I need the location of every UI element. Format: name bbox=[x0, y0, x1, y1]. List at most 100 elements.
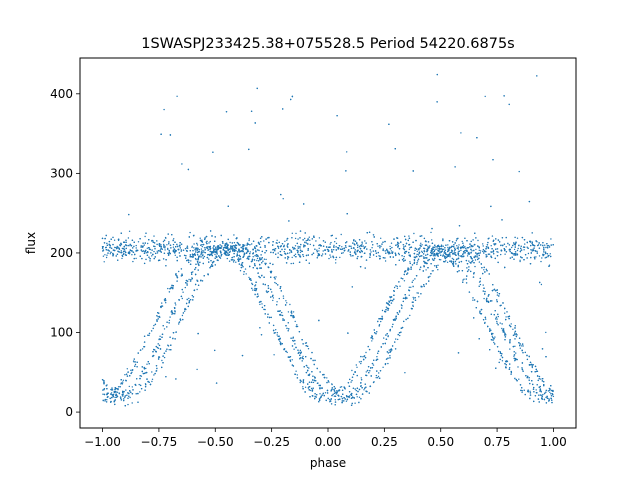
data-point bbox=[279, 340, 281, 343]
data-point bbox=[257, 295, 259, 297]
data-point bbox=[521, 367, 523, 369]
data-point bbox=[124, 395, 127, 397]
data-point bbox=[389, 245, 391, 248]
data-point bbox=[322, 245, 325, 247]
data-point bbox=[321, 253, 324, 255]
data-point bbox=[238, 254, 241, 257]
data-point bbox=[510, 323, 512, 325]
data-point bbox=[263, 308, 265, 311]
data-point bbox=[412, 279, 414, 282]
data-point bbox=[295, 232, 297, 235]
data-point bbox=[457, 251, 459, 253]
data-point bbox=[447, 246, 449, 249]
data-point bbox=[188, 301, 191, 303]
data-point bbox=[509, 348, 511, 350]
data-point bbox=[527, 375, 529, 378]
data-point bbox=[299, 349, 302, 352]
data-point bbox=[318, 250, 320, 252]
data-point bbox=[497, 350, 500, 353]
data-point bbox=[120, 250, 123, 252]
data-point bbox=[206, 246, 208, 248]
data-point bbox=[470, 240, 472, 243]
data-point bbox=[419, 247, 421, 249]
data-point bbox=[292, 262, 295, 265]
data-point bbox=[144, 386, 147, 388]
data-point bbox=[514, 325, 516, 327]
data-point bbox=[526, 246, 528, 248]
data-point bbox=[362, 356, 364, 358]
data-point bbox=[381, 315, 383, 318]
data-point bbox=[387, 362, 389, 365]
data-point bbox=[361, 245, 363, 247]
data-point bbox=[475, 248, 477, 251]
data-point bbox=[287, 311, 290, 313]
data-point bbox=[172, 286, 174, 289]
data-point bbox=[311, 351, 313, 354]
data-point bbox=[337, 390, 339, 392]
data-point bbox=[263, 258, 266, 260]
data-point bbox=[498, 361, 500, 364]
data-point bbox=[151, 378, 154, 380]
data-point bbox=[209, 230, 212, 232]
data-point bbox=[103, 381, 105, 383]
data-point bbox=[492, 336, 494, 339]
data-point bbox=[276, 301, 278, 303]
data-point bbox=[430, 231, 432, 234]
data-point bbox=[282, 297, 285, 299]
data-point bbox=[197, 262, 199, 264]
data-point bbox=[503, 243, 506, 245]
data-point bbox=[157, 343, 159, 345]
data-point bbox=[538, 378, 540, 380]
data-point bbox=[193, 247, 195, 249]
data-point bbox=[305, 254, 308, 257]
data-point bbox=[355, 389, 357, 392]
data-point bbox=[516, 334, 518, 336]
data-point bbox=[302, 355, 304, 358]
data-point bbox=[345, 395, 348, 397]
data-point bbox=[390, 302, 393, 304]
data-point bbox=[328, 381, 330, 383]
data-point bbox=[116, 395, 119, 398]
data-point bbox=[514, 334, 516, 336]
data-point bbox=[227, 248, 230, 251]
data-point bbox=[182, 318, 184, 321]
data-point bbox=[181, 297, 183, 300]
data-point bbox=[365, 371, 367, 373]
data-point bbox=[536, 250, 538, 253]
data-point bbox=[168, 319, 171, 322]
data-point bbox=[312, 252, 315, 254]
data-point bbox=[526, 358, 529, 361]
data-point bbox=[537, 379, 539, 382]
data-point bbox=[241, 354, 244, 357]
data-point bbox=[308, 262, 310, 264]
data-point bbox=[349, 378, 351, 381]
data-point bbox=[252, 267, 254, 269]
data-point bbox=[302, 386, 304, 388]
data-point bbox=[384, 250, 386, 252]
data-point bbox=[233, 252, 235, 255]
data-point bbox=[548, 246, 551, 248]
data-point bbox=[529, 240, 532, 243]
data-point bbox=[372, 338, 374, 340]
data-point bbox=[185, 255, 187, 257]
data-point bbox=[186, 245, 189, 247]
data-point bbox=[536, 75, 538, 77]
data-point bbox=[375, 374, 378, 377]
data-point bbox=[521, 390, 523, 392]
data-point bbox=[176, 95, 178, 98]
data-point bbox=[254, 285, 256, 287]
data-point bbox=[156, 252, 159, 254]
data-point bbox=[369, 370, 371, 372]
data-point bbox=[161, 359, 163, 362]
data-point bbox=[501, 237, 504, 239]
data-point bbox=[440, 259, 442, 261]
data-point bbox=[135, 247, 137, 249]
data-point bbox=[195, 267, 197, 269]
data-point bbox=[340, 395, 343, 398]
data-point bbox=[352, 387, 355, 389]
data-point bbox=[529, 394, 532, 396]
data-point bbox=[145, 252, 148, 254]
data-point bbox=[409, 255, 411, 258]
data-point bbox=[345, 400, 348, 402]
data-point bbox=[403, 280, 406, 282]
